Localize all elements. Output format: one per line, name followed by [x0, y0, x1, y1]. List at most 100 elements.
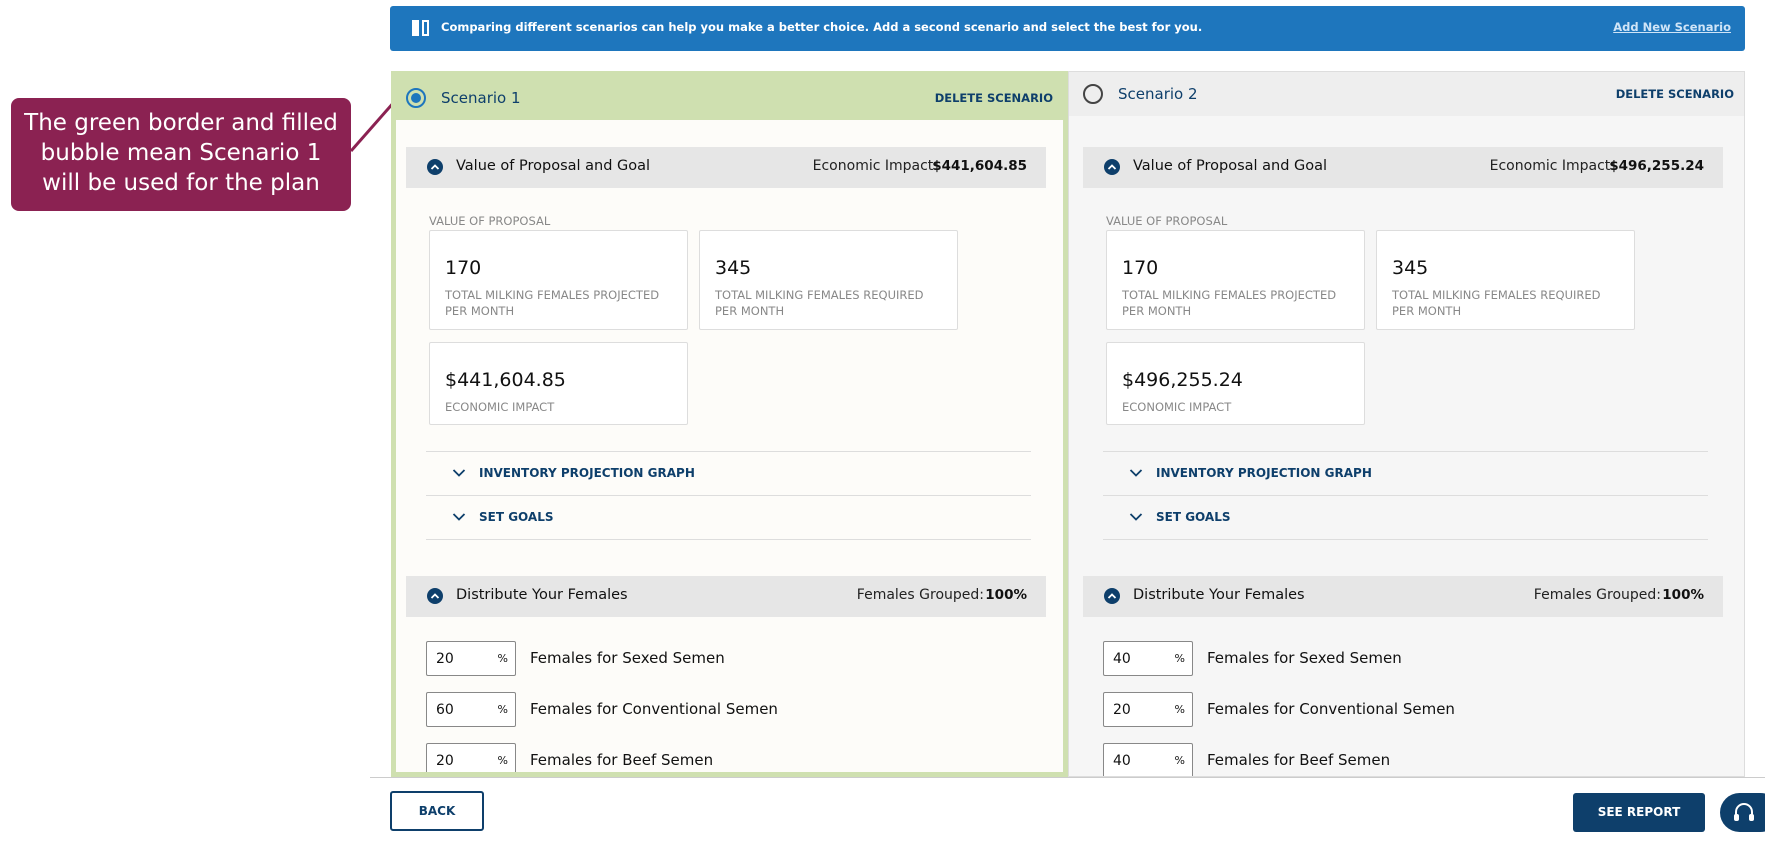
- row-label: Females for Beef Semen: [530, 751, 714, 769]
- expand-icon[interactable]: [452, 509, 466, 523]
- row-label: Females for Sexed Semen: [530, 649, 725, 667]
- metric-value: $496,255.24: [1122, 369, 1243, 391]
- section-header: Value of Proposal and Goal $441,604.85 Eco…: [406, 147, 1046, 188]
- radio-dot: [411, 93, 421, 103]
- row-label: Females for Beef Semen: [1207, 751, 1391, 769]
- metric-label: TOTAL MILKING FEMALES PROJECTED PER MONT…: [445, 288, 660, 318]
- expand-icon[interactable]: [1129, 509, 1143, 523]
- expand-icon[interactable]: [452, 465, 466, 479]
- chevron: [430, 164, 440, 170]
- section-subtitle: VALUE OF PROPOSAL: [1106, 214, 1228, 228]
- chevron: [1129, 513, 1143, 521]
- percent-input[interactable]: 60%: [426, 692, 516, 727]
- back-button[interactable]: BACK: [390, 791, 484, 831]
- metric-label: ECONOMIC IMPACT: [445, 400, 555, 414]
- callout: The green border and filled bubble mean …: [11, 98, 351, 211]
- banner-icon: [412, 20, 419, 36]
- section-subtitle: VALUE OF PROPOSAL: [429, 214, 551, 228]
- support-button[interactable]: [1720, 793, 1765, 832]
- expand-icon[interactable]: [1129, 465, 1143, 479]
- input-value: 20: [1113, 702, 1131, 718]
- percent-input[interactable]: 20%: [426, 641, 516, 676]
- grouped-label: Females Grouped:: [1533, 587, 1661, 603]
- chevron: [1107, 164, 1117, 170]
- percent-input[interactable]: 40%: [1103, 641, 1193, 676]
- divider: [1103, 495, 1708, 496]
- banner-text: Comparing different scenarios can help y…: [441, 20, 1203, 34]
- collapse-icon[interactable]: [427, 159, 443, 175]
- input-unit: %: [497, 754, 508, 767]
- collapse-icon[interactable]: [1104, 588, 1120, 604]
- input-value: 20: [436, 651, 454, 667]
- metric-card: 170 TOTAL MILKING FEMALES PROJECTED PER M…: [429, 230, 688, 330]
- select-radio[interactable]: [406, 88, 426, 108]
- row-label: Females for Conventional Semen: [530, 700, 778, 718]
- banner-icon: [422, 20, 429, 36]
- divider: [1103, 539, 1708, 540]
- row-label: Females for Sexed Semen: [1207, 649, 1402, 667]
- scenario-title: Scenario 2: [1118, 85, 1198, 103]
- chevron: [430, 593, 440, 599]
- expand-link[interactable]: INVENTORY PROJECTION GRAPH: [479, 466, 695, 480]
- metric-label: TOTAL MILKING FEMALES PROJECTED PER MONT…: [1122, 288, 1337, 318]
- metric-card: $441,604.85 ECONOMIC IMPACT: [429, 342, 688, 425]
- section-title: Distribute Your Females: [1133, 587, 1305, 603]
- input-unit: %: [1174, 652, 1185, 665]
- section-title: Distribute Your Females: [456, 587, 628, 603]
- metric-card: 345 TOTAL MILKING FEMALES REQUIRED PER MO…: [699, 230, 958, 330]
- scenario-panel: Scenario 2 DELETE SCENARIO Value of Propos…: [1068, 71, 1745, 777]
- scenario-header: Scenario 2 DELETE SCENARIO: [1069, 72, 1744, 116]
- expand-link[interactable]: INVENTORY PROJECTION GRAPH: [1156, 466, 1372, 480]
- section-header: Distribute Your Females 100% Females Group…: [406, 576, 1046, 617]
- percent-input[interactable]: 20%: [426, 743, 516, 772]
- scenario-title: Scenario 1: [441, 89, 521, 107]
- input-value: 40: [1113, 753, 1131, 769]
- expand-link[interactable]: SET GOALS: [479, 510, 554, 524]
- grouped-label: Females Grouped:: [856, 587, 984, 603]
- metric-label: TOTAL MILKING FEMALES REQUIRED PER MONTH: [715, 288, 924, 318]
- metric-value: 345: [715, 257, 752, 279]
- input-value: 20: [436, 753, 454, 769]
- metric-card: 170 TOTAL MILKING FEMALES PROJECTED PER M…: [1106, 230, 1365, 330]
- metric-card: $496,255.24 ECONOMIC IMPACT: [1106, 342, 1365, 425]
- report-button[interactable]: SEE REPORT: [1573, 793, 1705, 832]
- grouped-value: 100%: [985, 587, 1027, 603]
- scenario-header: Scenario 1 DELETE SCENARIO: [396, 76, 1063, 120]
- collapse-icon[interactable]: [1104, 159, 1120, 175]
- add-scenario-link[interactable]: Add New Scenario: [1613, 20, 1731, 34]
- impact-value: $496,255.24: [1609, 158, 1704, 174]
- delete-button[interactable]: DELETE SCENARIO: [934, 91, 1053, 105]
- metric-card: 345 TOTAL MILKING FEMALES REQUIRED PER MO…: [1376, 230, 1635, 330]
- divider: [426, 451, 1031, 452]
- input-value: 60: [436, 702, 454, 718]
- section-title: Value of Proposal and Goal: [1133, 158, 1328, 174]
- select-radio[interactable]: [1083, 84, 1103, 104]
- delete-button[interactable]: DELETE SCENARIO: [1615, 87, 1734, 101]
- impact-value: $441,604.85: [932, 158, 1027, 174]
- impact-label: Economic Impact:: [1489, 158, 1615, 174]
- collapse-icon[interactable]: [427, 588, 443, 604]
- input-value: 40: [1113, 651, 1131, 667]
- impact-label: Economic Impact:: [812, 158, 938, 174]
- expand-link[interactable]: SET GOALS: [1156, 510, 1231, 524]
- input-unit: %: [1174, 754, 1185, 767]
- input-unit: %: [497, 703, 508, 716]
- chevron: [1107, 593, 1117, 599]
- footer-divider: [370, 777, 1765, 778]
- chevron: [452, 513, 466, 521]
- input-unit: %: [497, 652, 508, 665]
- grouped-value: 100%: [1662, 587, 1704, 603]
- percent-input[interactable]: 20%: [1103, 692, 1193, 727]
- input-unit: %: [1174, 703, 1185, 716]
- percent-input[interactable]: 40%: [1103, 743, 1193, 776]
- banner: Comparing different scenarios can help y…: [390, 6, 1745, 51]
- chevron: [1129, 469, 1143, 477]
- headset-icon: [1734, 803, 1754, 821]
- metric-label: TOTAL MILKING FEMALES REQUIRED PER MONTH: [1392, 288, 1601, 318]
- section-header: Value of Proposal and Goal $496,255.24 Eco…: [1083, 147, 1723, 188]
- row-label: Females for Conventional Semen: [1207, 700, 1455, 718]
- metric-value: 345: [1392, 257, 1429, 279]
- divider: [426, 495, 1031, 496]
- metric-value: 170: [1122, 257, 1159, 279]
